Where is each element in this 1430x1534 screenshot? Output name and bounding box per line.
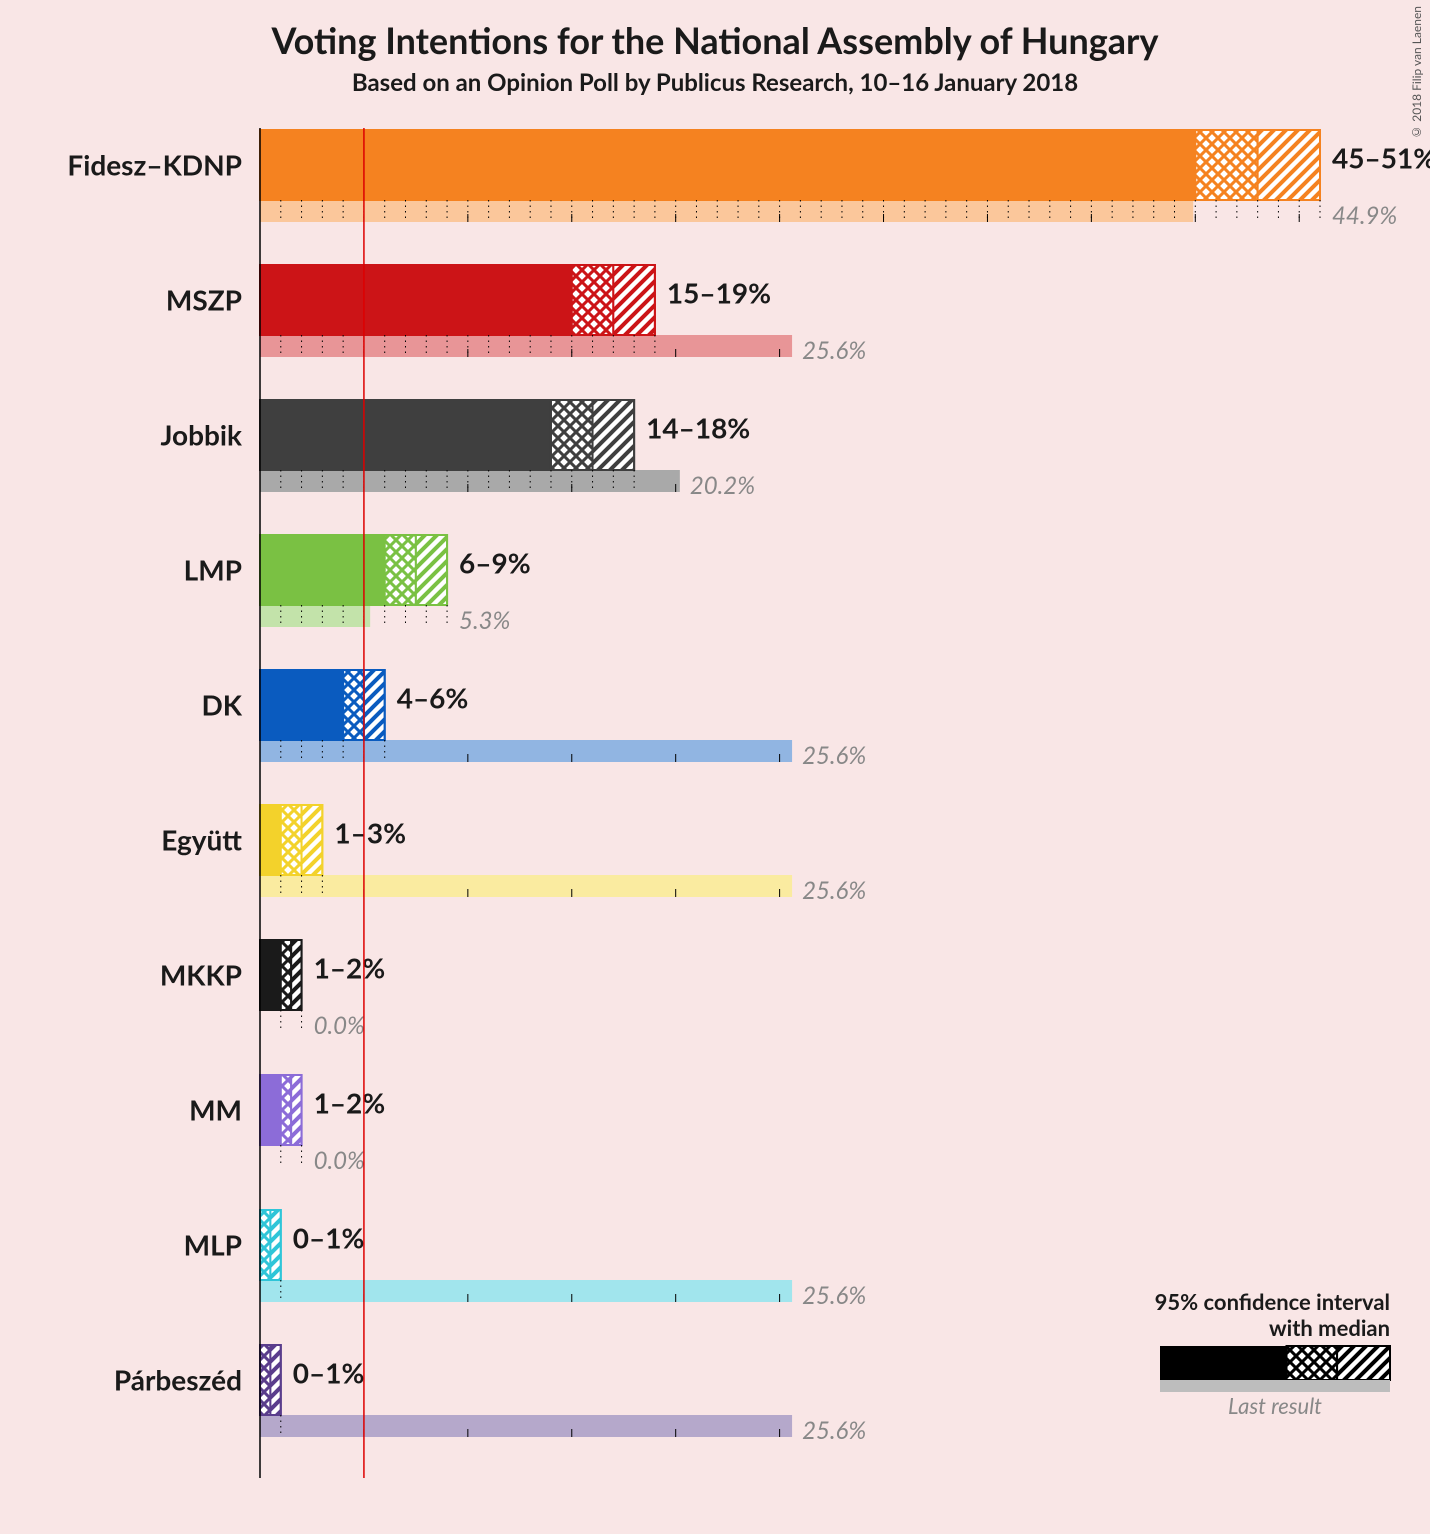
- ci-bar-lo: [385, 535, 416, 605]
- ci-bar-solid: [260, 940, 281, 1010]
- ci-bar-solid: [260, 670, 343, 740]
- ci-bar-lo: [572, 265, 614, 335]
- ci-bar-lo: [260, 1210, 270, 1280]
- range-label: 4–6%: [397, 681, 469, 715]
- last-result-label: 25.6%: [802, 336, 866, 365]
- party-label: Fidesz–KDNP: [67, 148, 242, 182]
- ci-bar-solid: [260, 1075, 281, 1145]
- legend-text: 95% confidence interval: [1155, 1288, 1390, 1315]
- last-result-label: 0.0%: [314, 1146, 365, 1175]
- last-result-bar: [260, 605, 370, 627]
- last-result-label: 25.6%: [802, 876, 866, 905]
- ci-bar-hi: [613, 265, 655, 335]
- ci-bar-lo: [281, 1075, 291, 1145]
- range-label: 45–51%: [1332, 141, 1430, 175]
- last-result-bar: [260, 740, 792, 762]
- party-label: Együtt: [161, 823, 242, 857]
- last-result-label: 0.0%: [314, 1011, 365, 1040]
- ci-bar-hi: [270, 1345, 280, 1415]
- last-result-label: 20.2%: [690, 471, 755, 500]
- ci-bar-hi: [291, 1075, 301, 1145]
- range-label: 0–1%: [293, 1221, 365, 1255]
- ci-bar-solid: [260, 400, 551, 470]
- range-label: 15–19%: [667, 276, 771, 310]
- ci-bar-hi: [270, 1210, 280, 1280]
- party-label: DK: [202, 688, 243, 722]
- range-label: 0–1%: [293, 1356, 365, 1390]
- range-label: 6–9%: [459, 546, 531, 580]
- ci-bar-hi: [364, 670, 385, 740]
- last-result-bar: [260, 200, 1193, 222]
- ci-bar-lo: [260, 1345, 270, 1415]
- last-result-label: 25.6%: [802, 741, 866, 770]
- ci-bar-lo: [281, 940, 291, 1010]
- last-result-label: 5.3%: [459, 606, 510, 635]
- ci-bar-hi: [1258, 130, 1320, 200]
- ci-bar-solid: [260, 535, 385, 605]
- party-label: MSZP: [166, 283, 242, 317]
- party-label: MLP: [184, 1228, 242, 1262]
- range-label: 1–3%: [334, 816, 406, 850]
- last-result-label: 44.9%: [1332, 201, 1397, 230]
- poll-bar-chart: Fidesz–KDNP 45–51% 44.9% MSZP 15–19% 25.6% Job…: [0, 120, 1430, 1510]
- ci-bar-solid: [260, 265, 572, 335]
- last-result-bar: [260, 335, 792, 357]
- last-result-bar: [260, 875, 792, 897]
- party-label: MM: [189, 1093, 242, 1127]
- range-label: 1–2%: [314, 951, 386, 985]
- ci-bar-lo: [551, 400, 593, 470]
- legend-last-bar: [1160, 1380, 1390, 1392]
- ci-bar-hi: [416, 535, 447, 605]
- chart-title: Voting Intentions for the National Assem…: [0, 0, 1430, 62]
- ci-bar-hi: [302, 805, 323, 875]
- ci-bar-lo: [343, 670, 364, 740]
- range-label: 1–2%: [314, 1086, 386, 1120]
- last-result-label: 25.6%: [802, 1281, 866, 1310]
- last-result-bar: [260, 470, 680, 492]
- ci-bar-solid: [260, 130, 1195, 200]
- legend-text: with median: [1269, 1314, 1390, 1341]
- ci-bar-hi: [291, 940, 301, 1010]
- ci-bar-lo: [1195, 130, 1257, 200]
- ci-bar-lo: [281, 805, 302, 875]
- chart-subtitle: Based on an Opinion Poll by Publicus Res…: [0, 62, 1430, 97]
- ci-bar-solid: [260, 805, 281, 875]
- party-label: Jobbik: [160, 418, 242, 452]
- last-result-label: 25.6%: [802, 1416, 866, 1445]
- ci-bar-hi: [593, 400, 635, 470]
- last-result-bar: [260, 1280, 792, 1302]
- legend-last-text: Last result: [1228, 1392, 1322, 1419]
- last-result-bar: [260, 1415, 792, 1437]
- party-label: LMP: [184, 553, 242, 587]
- party-label: MKKP: [160, 958, 242, 992]
- range-label: 14–18%: [646, 411, 750, 445]
- party-label: Párbeszéd: [114, 1363, 242, 1397]
